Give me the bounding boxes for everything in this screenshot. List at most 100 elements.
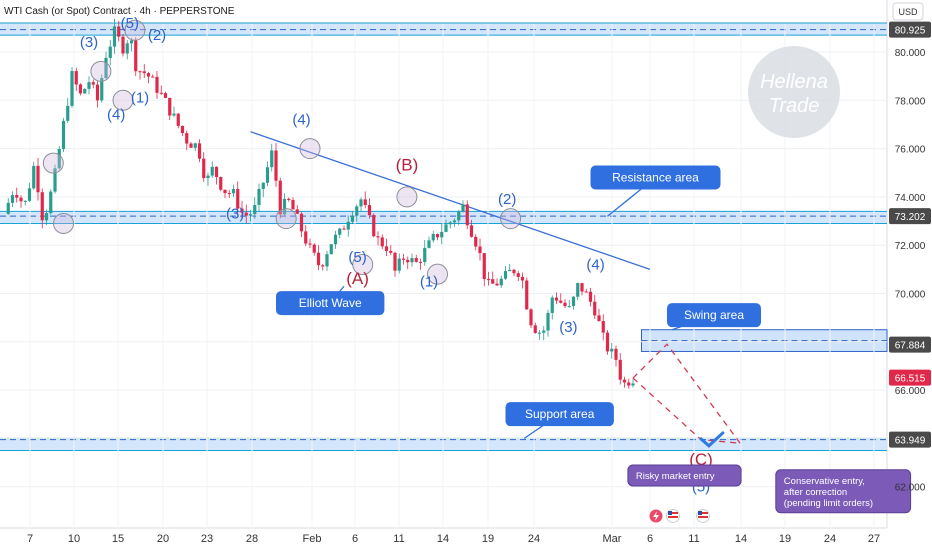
note-box-0[interactable] <box>627 464 742 487</box>
candle-body <box>329 244 333 255</box>
candle-body <box>32 165 36 189</box>
candle-body <box>631 383 635 386</box>
candle-body <box>440 231 444 238</box>
pivot-circle-0 <box>42 152 64 174</box>
grid-layer <box>0 24 887 528</box>
note-box-1[interactable] <box>775 469 912 514</box>
candle-body <box>312 244 316 253</box>
candle-body <box>104 57 108 79</box>
candle-body <box>516 273 520 277</box>
candle-body <box>495 283 499 286</box>
candle-body <box>172 113 176 116</box>
candle-body <box>108 46 112 58</box>
wave-labels-layer: (5) (3) (2) (1) (4) (3) (4) (5) (A) (B) (1) (2) (4) (… <box>80 15 713 496</box>
candle-body <box>482 253 486 280</box>
callout-box-0[interactable] <box>590 165 721 190</box>
x-tick-label-8: 11 <box>393 533 404 545</box>
candle-body <box>376 236 380 238</box>
y-tick-label-9: 80.000 <box>895 48 926 59</box>
candle-body <box>325 254 329 267</box>
candle-body <box>537 332 542 334</box>
candle-body <box>622 379 627 383</box>
candle-body <box>287 198 291 200</box>
descending-trendline[interactable] <box>250 131 651 270</box>
candle-body <box>559 300 563 303</box>
candle-body <box>627 382 631 386</box>
candle-body <box>257 188 261 205</box>
x-tick-label-15: 14 <box>735 533 747 545</box>
candle-body <box>427 240 431 248</box>
candle-body <box>567 305 571 307</box>
x-tick-label-1: 10 <box>68 533 80 545</box>
candle-body <box>282 198 287 215</box>
candle-body <box>210 166 214 176</box>
candle-body <box>53 168 57 192</box>
candle-body <box>180 125 185 134</box>
x-tick-label-3: 20 <box>157 533 169 545</box>
check-mark-icon <box>699 431 725 448</box>
candle-body <box>414 258 418 262</box>
candle-body <box>219 177 223 190</box>
candle-body <box>95 84 100 101</box>
candle-body <box>23 200 27 202</box>
callout-text-3: Support area <box>525 407 595 421</box>
x-tick-label-2: 15 <box>112 533 124 545</box>
candle-body <box>36 165 40 193</box>
wave-label-3: (1) <box>131 90 149 107</box>
candle-body <box>533 325 537 333</box>
price-label-box-2 <box>889 336 931 353</box>
candle-body <box>316 252 321 266</box>
callout-box-2[interactable] <box>667 303 761 328</box>
candle-body <box>142 71 146 74</box>
candle-body <box>299 213 304 232</box>
candle-body <box>270 150 274 168</box>
candle-body <box>253 204 257 215</box>
candle-body <box>580 283 584 292</box>
candle-body <box>342 228 346 230</box>
x-tick-label-10: 19 <box>482 533 494 545</box>
pivot-circle-2 <box>90 60 112 82</box>
candle-body <box>227 193 231 195</box>
currency-badge[interactable] <box>892 2 924 21</box>
price-label-4: 63.949 <box>895 436 926 447</box>
candle-body <box>491 279 495 284</box>
candle-body <box>486 279 491 281</box>
y-tick-label-4: 70.000 <box>895 290 926 301</box>
candle-body <box>597 315 601 322</box>
wave-label-1: (3) <box>80 34 98 51</box>
event-icons[interactable] <box>649 509 710 523</box>
candle-body <box>576 283 580 297</box>
pivot-circle-7 <box>352 254 374 276</box>
candle-body <box>457 211 461 221</box>
pivot-circle-9 <box>427 263 448 285</box>
candle-body <box>83 88 87 94</box>
candle-body <box>610 348 614 352</box>
notes-layer: Risky market entry Conservative entry,aft… <box>627 464 912 514</box>
candle-body <box>100 78 104 101</box>
candle-body <box>401 258 406 260</box>
candle-body <box>571 296 576 306</box>
candle-body <box>74 71 78 85</box>
candle-body <box>117 26 121 37</box>
price-label-2: 67.884 <box>895 341 926 352</box>
wave-label-12: (4) <box>586 256 604 273</box>
callout-box-3[interactable] <box>505 402 614 427</box>
y-tick-label-6: 74.000 <box>895 193 926 204</box>
callout-box-1[interactable] <box>276 291 385 316</box>
candle-body <box>231 189 236 194</box>
candle-body <box>605 332 610 352</box>
x-tick-label-4: 23 <box>201 533 213 545</box>
candle-body <box>478 246 482 254</box>
callout-text-0: Resistance area <box>612 171 699 185</box>
wave-label-6: (4) <box>292 111 310 128</box>
candle-body <box>214 166 219 178</box>
candle-body <box>125 43 129 54</box>
note-text-1-2: (pending limit orders) <box>784 498 873 509</box>
candle-body <box>418 261 423 263</box>
candle-body <box>499 278 503 286</box>
candle-body <box>91 82 95 85</box>
x-tick-label-9: 14 <box>437 533 449 545</box>
callout-text-2: Swing area <box>684 308 744 322</box>
note-text-1-0: Conservative entry, <box>784 476 865 487</box>
